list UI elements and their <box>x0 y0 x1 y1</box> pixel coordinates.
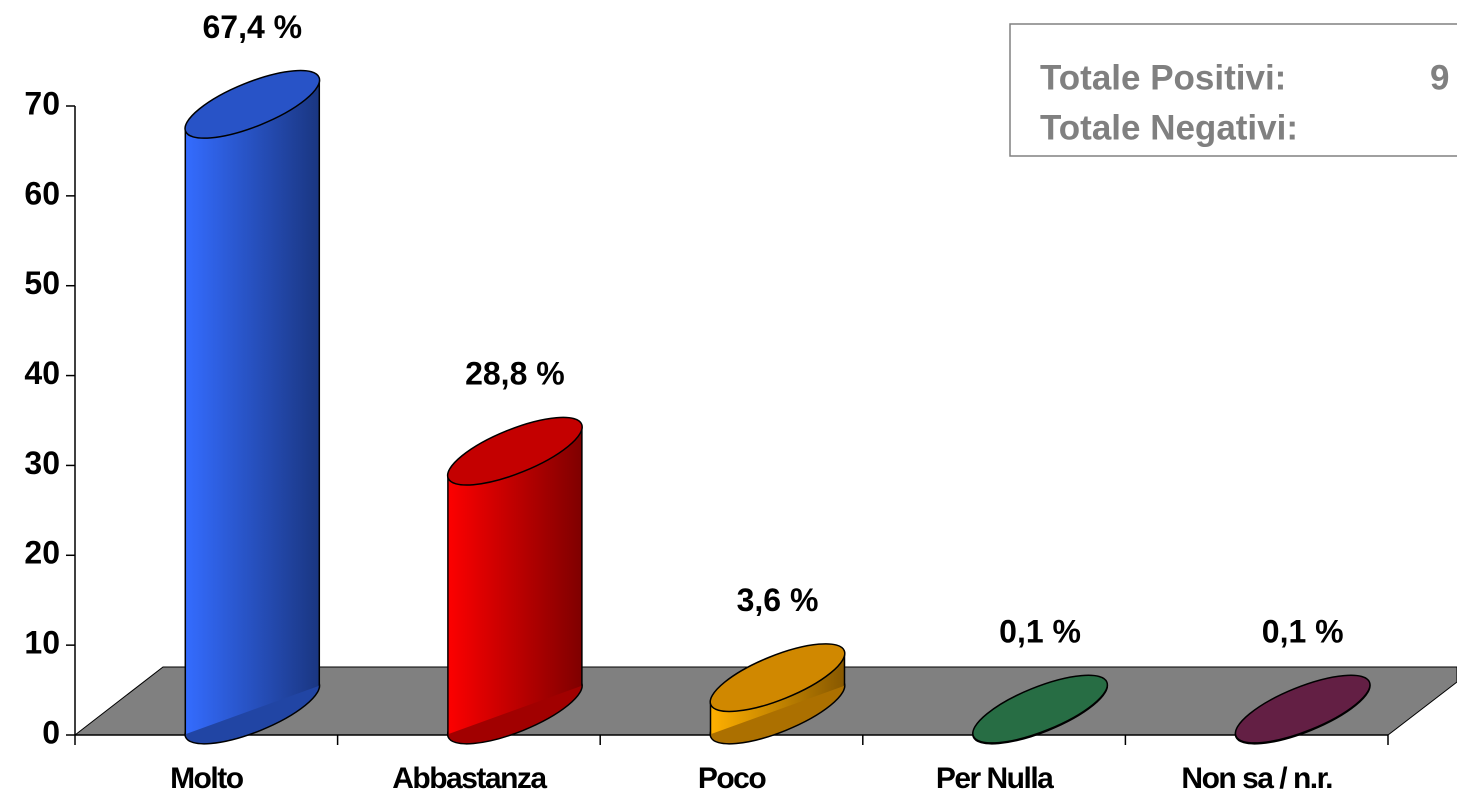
value-label: 0,1 % <box>999 614 1081 650</box>
annotation: Totale Negativi: <box>1040 108 1298 147</box>
y-tick-label: 40 <box>24 355 60 391</box>
y-tick-label: 50 <box>24 265 60 301</box>
x-tick-label: Poco <box>698 762 767 795</box>
y-tick-label: 10 <box>24 625 60 661</box>
bar <box>1234 674 1371 745</box>
y-tick-label: 20 <box>24 535 60 571</box>
value-label: 28,8 % <box>465 356 565 392</box>
x-tick-label: Per Nulla <box>936 762 1054 795</box>
value-label: 0,1 % <box>1262 614 1344 650</box>
y-tick-label: 70 <box>24 85 60 121</box>
x-tick-label: Molto <box>170 762 244 795</box>
bar <box>709 643 846 745</box>
bar <box>972 674 1109 745</box>
y-tick-label: 60 <box>24 175 60 211</box>
annotation: 9 <box>1430 58 1449 97</box>
value-label: 67,4 % <box>202 9 302 45</box>
bar <box>184 69 321 745</box>
x-tick-label: Abbastanza <box>392 762 547 795</box>
y-tick-label: 0 <box>42 714 60 750</box>
annotation-box <box>1009 23 1457 157</box>
value-label: 3,6 % <box>737 582 819 618</box>
y-tick-label: 30 <box>24 445 60 481</box>
annotation: Totale Positivi: <box>1040 58 1286 97</box>
x-tick-label: Non sa / n.r. <box>1181 762 1332 795</box>
bar <box>446 416 583 745</box>
